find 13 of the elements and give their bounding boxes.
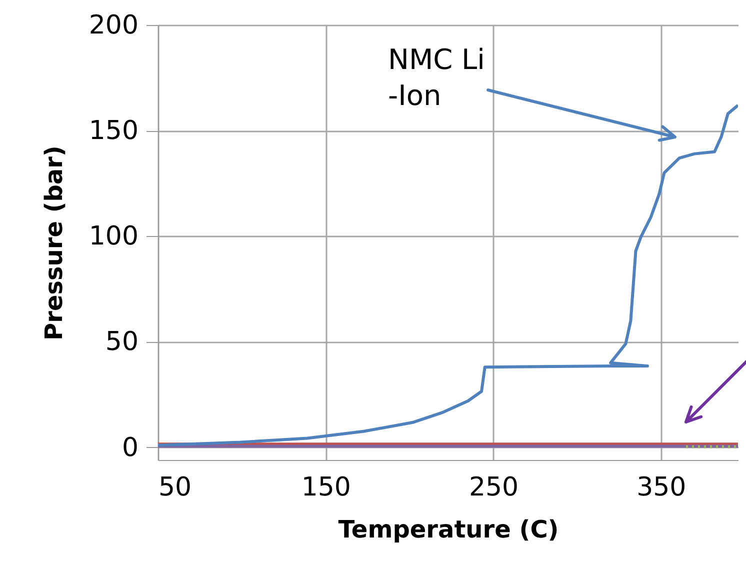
line-series xyxy=(158,104,738,447)
x-tick-label: 350 xyxy=(636,472,686,502)
x-tick-label: 150 xyxy=(301,472,351,502)
y-tick-label: 100 xyxy=(88,222,138,252)
y-axis-title: Pressure (bar) xyxy=(40,146,68,340)
x-tick-label: 50 xyxy=(158,472,192,502)
x-axis-title: Temperature (C) xyxy=(338,516,559,544)
y-tick-label: 50 xyxy=(105,327,138,358)
y-tick-label: 150 xyxy=(88,116,138,146)
x-tick-label: 250 xyxy=(468,472,519,502)
y-tick-label: 0 xyxy=(122,432,138,463)
y-tick-label: 200 xyxy=(88,10,138,40)
annotation: NMC Li -Ion xyxy=(388,43,485,112)
